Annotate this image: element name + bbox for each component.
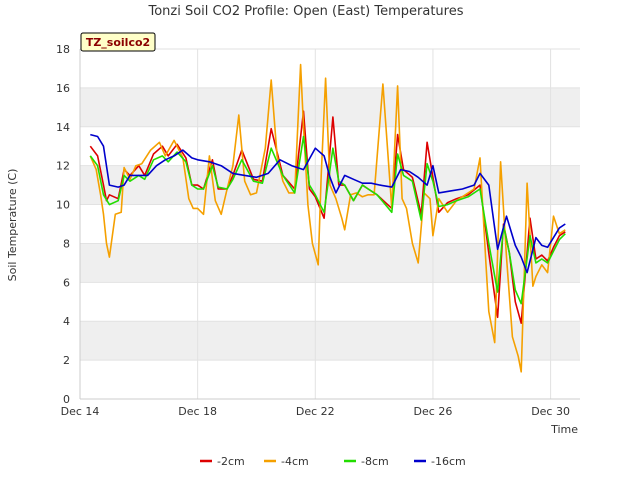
x-tick-label: Dec 14 [61, 405, 100, 418]
y-tick-label: 16 [56, 82, 70, 95]
y-tick-label: 18 [56, 43, 70, 56]
series-line-minus-4cm [89, 63, 566, 373]
y-tick-label: 14 [56, 121, 70, 134]
badge-box [80, 32, 156, 52]
background-band [80, 321, 580, 361]
station-badge: TZ_soilco2 [80, 32, 156, 52]
legend-label: -8cm [361, 455, 389, 468]
chart-title: Tonzi Soil CO2 Profile: Open (East) Temp… [147, 4, 463, 19]
legend-label: -4cm [281, 455, 309, 468]
x-tick-labels: Dec 14 Dec 18 Dec 22 Dec 26 Dec 30 [61, 405, 570, 418]
x-tick-label: Dec 30 [531, 405, 570, 418]
series-line-minus-8cm [89, 135, 566, 305]
series-line-minus-16cm [90, 133, 566, 274]
x-axis-label: Time [550, 423, 578, 436]
x-tick-label: Dec 22 [296, 405, 335, 418]
legend-label: -16cm [431, 455, 466, 468]
legend: -2cm -4cm -8cm -16cm [200, 455, 466, 468]
axes [79, 49, 580, 400]
y-tick-label: 0 [63, 393, 70, 406]
y-tick-labels: 0 2 4 6 8 10 12 14 16 18 [56, 43, 70, 406]
y-tick-label: 4 [63, 315, 70, 328]
y-tick-label: 12 [56, 160, 70, 173]
y-tick-label: 2 [63, 354, 70, 367]
y-tick-label: 10 [56, 199, 70, 212]
legend-label: -2cm [217, 455, 245, 468]
y-tick-label: 8 [63, 237, 70, 250]
badge-label: TZ_soilco2 [86, 36, 150, 49]
background-band [80, 87, 580, 127]
series-layer [89, 63, 566, 373]
background-band [80, 243, 580, 283]
y-tick-label: 6 [63, 276, 70, 289]
x-tick-label: Dec 18 [178, 405, 217, 418]
x-tick-label: Dec 26 [414, 405, 453, 418]
y-axis-label: Soil Temperature (C) [6, 169, 19, 282]
